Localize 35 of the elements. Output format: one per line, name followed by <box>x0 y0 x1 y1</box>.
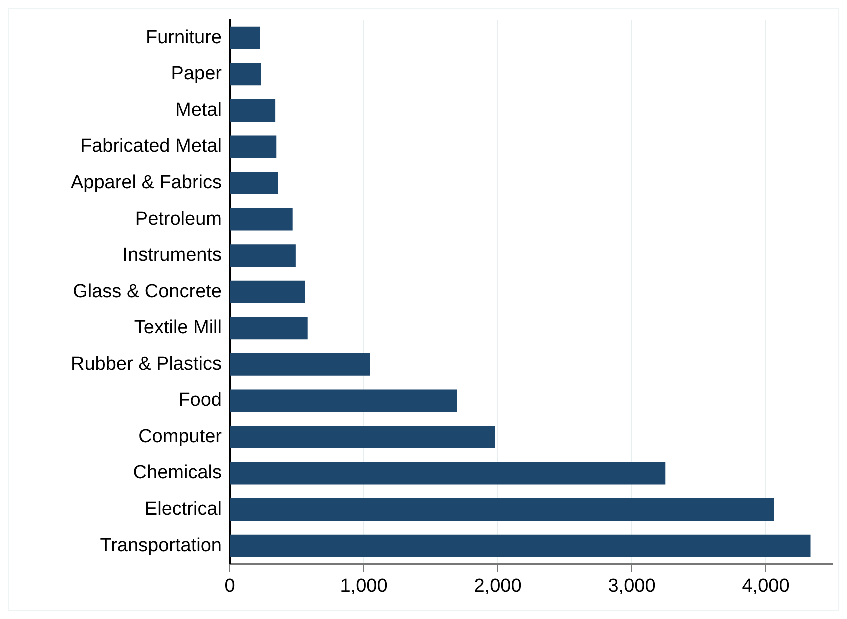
y-tick-label: Paper <box>171 64 223 85</box>
y-tick-label: Rubber & Plastics <box>70 354 222 375</box>
x-tick-label: 4,000 <box>742 576 790 597</box>
bar <box>230 390 458 412</box>
x-tick-label: 1,000 <box>340 576 388 597</box>
y-tick-label: Petroleum <box>135 208 222 230</box>
bar <box>230 426 496 448</box>
y-tick-label: Instruments <box>122 245 222 266</box>
y-tick-label: Metal <box>176 100 222 121</box>
bar <box>230 280 306 304</box>
bar <box>230 208 293 231</box>
bar <box>230 172 278 195</box>
bar <box>230 353 370 376</box>
bar <box>230 534 811 558</box>
y-tick-label: Textile Mill <box>134 318 222 339</box>
y-tick-label: Electrical <box>144 499 222 520</box>
y-tick-label: Transportation <box>100 535 222 556</box>
y-tick-label: Glass & Concrete <box>73 281 222 302</box>
bar <box>230 317 308 340</box>
x-tick-label: 2,000 <box>474 576 522 597</box>
bar <box>230 498 774 522</box>
bar <box>230 63 262 86</box>
y-tick-label: Chemicals <box>133 462 222 484</box>
x-tick-label: 0 <box>224 576 236 597</box>
y-tick-label: Computer <box>138 426 223 448</box>
bar <box>230 244 296 268</box>
y-tick-label: Fabricated Metal <box>80 136 222 158</box>
x-tick-label: 3,000 <box>608 576 656 597</box>
y-tick-label: Food <box>178 390 222 412</box>
bar <box>230 136 277 158</box>
bar <box>230 99 276 122</box>
bar <box>230 462 666 485</box>
bar <box>230 26 260 50</box>
y-tick-label: Apparel & Fabrics <box>70 172 222 194</box>
y-tick-label: Furniture <box>146 27 222 48</box>
